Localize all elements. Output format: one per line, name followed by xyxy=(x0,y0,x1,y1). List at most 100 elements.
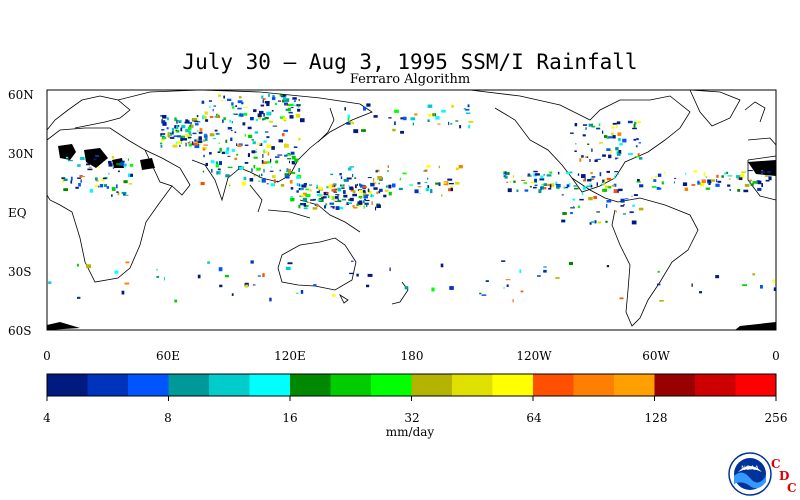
rain-cell xyxy=(298,104,300,108)
rain-cell xyxy=(586,185,591,188)
rain-cell xyxy=(319,198,324,200)
colorbar-swatch xyxy=(654,374,696,396)
rain-cell xyxy=(215,115,221,118)
rain-cell xyxy=(78,183,81,187)
colorbar-swatch xyxy=(573,374,615,396)
rain-cell xyxy=(417,182,421,185)
rain-cell xyxy=(347,202,352,204)
rain-cell xyxy=(65,156,69,159)
rain-cell xyxy=(507,188,512,193)
rain-cell xyxy=(262,161,267,164)
rain-cell xyxy=(318,189,320,194)
rain-cell xyxy=(338,206,344,210)
rain-cell xyxy=(161,137,165,142)
rain-cell xyxy=(298,99,300,101)
rain-cell xyxy=(724,172,727,175)
rain-cell xyxy=(599,172,602,177)
rain-cell xyxy=(726,171,729,174)
rain-cell xyxy=(637,121,641,124)
rain-cell xyxy=(250,260,254,264)
rain-cell xyxy=(615,174,619,176)
rain-cell xyxy=(227,166,233,168)
rain-cell xyxy=(606,177,611,181)
rain-cell xyxy=(198,139,203,142)
rain-cell xyxy=(292,97,297,100)
rain-cell xyxy=(481,294,487,296)
rain-cell xyxy=(414,113,418,116)
africa-coast xyxy=(46,127,173,283)
rain-cell xyxy=(424,181,428,184)
rain-cell xyxy=(160,115,163,117)
rain-cell xyxy=(225,274,229,278)
rain-cell xyxy=(736,175,741,179)
rain-cell xyxy=(225,174,230,178)
rain-cell xyxy=(639,157,643,160)
rain-cell xyxy=(288,111,293,114)
rain-cell xyxy=(363,195,368,199)
rain-cell xyxy=(200,181,205,185)
masked-areas xyxy=(47,144,776,330)
rain-cell xyxy=(229,119,231,123)
rain-cell xyxy=(257,143,261,145)
rainfall-field xyxy=(48,93,777,303)
rain-cell xyxy=(128,183,133,185)
rain-cell xyxy=(190,123,192,125)
rain-cell xyxy=(188,131,192,135)
rain-cell xyxy=(378,182,380,185)
rain-cell xyxy=(239,112,242,114)
rain-cell xyxy=(459,125,462,129)
rain-cell xyxy=(174,299,178,303)
rain-cell xyxy=(251,139,254,141)
rain-cell xyxy=(272,95,275,99)
rain-cell xyxy=(366,204,368,207)
rain-cell xyxy=(606,136,609,139)
se-asia-coast xyxy=(249,184,361,233)
new-zealand-coast xyxy=(391,281,409,305)
rain-cell xyxy=(604,179,606,183)
rain-cell xyxy=(300,194,305,197)
rain-cell xyxy=(605,185,610,189)
rain-cell xyxy=(574,150,577,152)
rain-cell xyxy=(530,181,536,184)
rain-cell xyxy=(204,111,208,115)
rain-cell xyxy=(507,171,510,175)
rain-cell xyxy=(344,192,348,194)
rain-cell xyxy=(300,184,302,187)
rain-cell xyxy=(506,284,509,287)
rain-cell xyxy=(699,183,703,186)
rain-cell xyxy=(574,123,578,127)
rain-cell xyxy=(213,105,217,107)
rain-cell xyxy=(602,188,608,192)
rain-cell xyxy=(305,188,309,191)
rain-cell xyxy=(587,156,589,158)
rain-cell xyxy=(231,106,235,109)
rain-cell xyxy=(219,284,223,288)
rain-cell xyxy=(128,173,133,177)
rain-cell xyxy=(361,129,366,132)
rain-cell xyxy=(217,151,221,153)
rain-cell xyxy=(205,162,208,166)
colorbar-units: mm/day xyxy=(385,425,435,439)
rain-cell xyxy=(76,263,79,267)
rain-cell xyxy=(363,205,365,209)
rain-cell xyxy=(424,169,428,172)
rain-cell xyxy=(243,106,248,108)
rain-cell xyxy=(61,177,66,180)
rain-cell xyxy=(566,172,571,175)
rain-cell xyxy=(203,154,205,158)
rain-cell xyxy=(659,300,664,302)
rain-cell xyxy=(562,212,567,215)
rain-cell xyxy=(308,201,310,204)
rain-cell xyxy=(124,163,127,167)
rain-cell xyxy=(77,164,81,167)
rain-cell xyxy=(727,175,733,177)
rain-cell xyxy=(582,134,586,137)
rain-cell xyxy=(333,185,336,187)
north-america-coast xyxy=(469,89,691,193)
rain-cell xyxy=(572,198,576,201)
rain-cell xyxy=(101,177,105,182)
rain-cell xyxy=(573,185,578,187)
rain-cell xyxy=(606,148,611,151)
rain-cell xyxy=(549,183,555,187)
rain-cell xyxy=(653,179,657,182)
